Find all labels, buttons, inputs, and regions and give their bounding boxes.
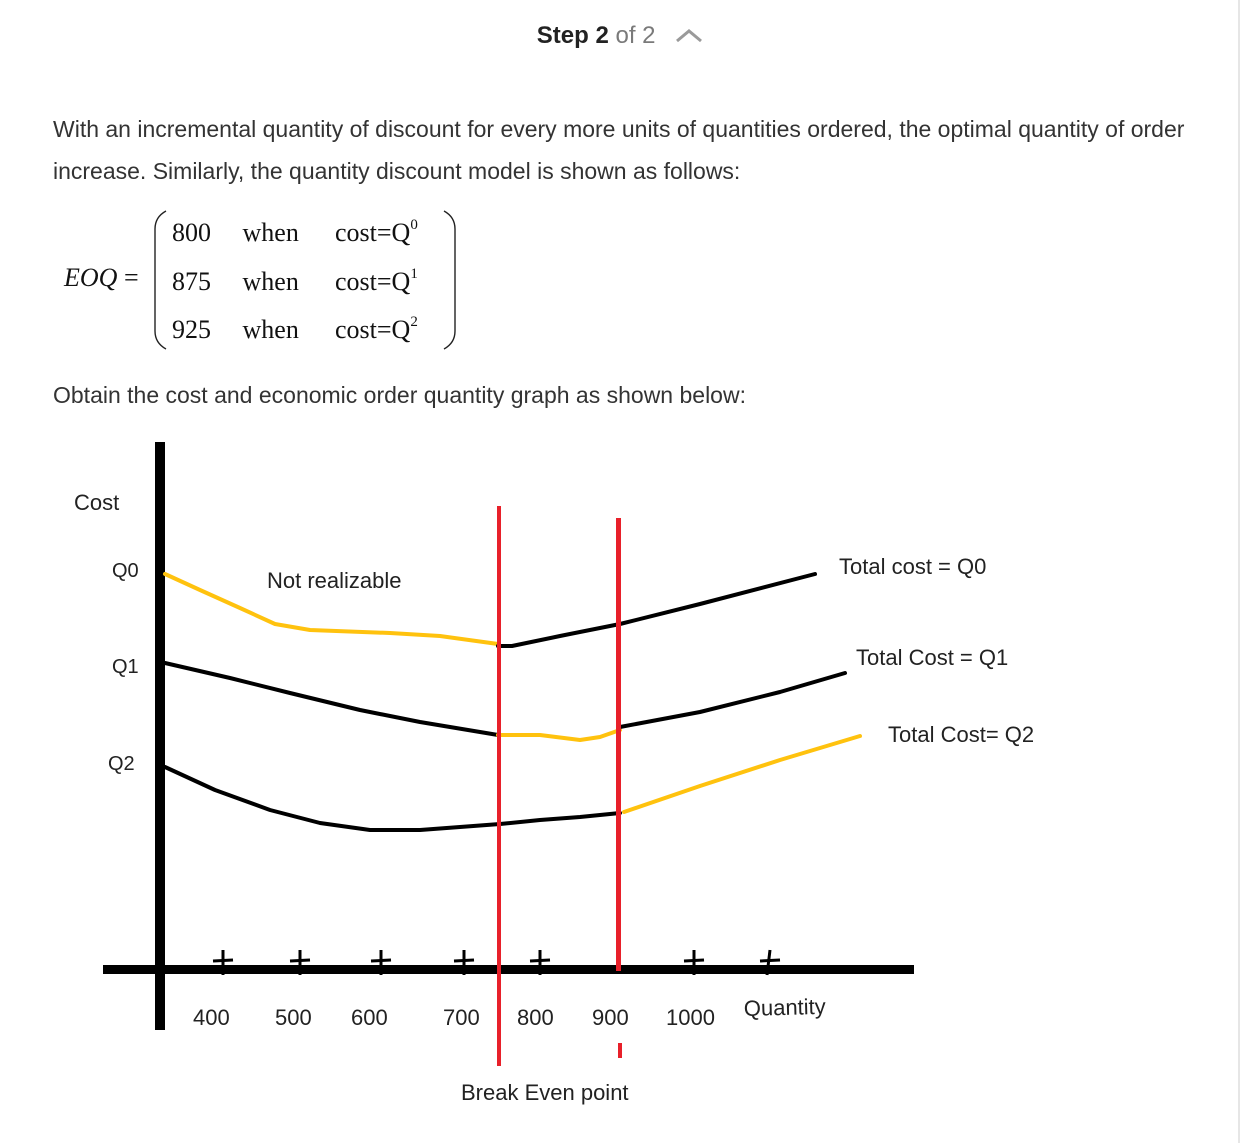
x-tick-mark-cross xyxy=(683,958,705,963)
x-tick-label-600: 600 xyxy=(351,1005,388,1030)
intro-paragraph: With an incremental quantity of discount… xyxy=(53,116,1185,184)
x-tick-label-900: 900 xyxy=(592,1005,629,1030)
step-label: Step 2 xyxy=(536,22,609,49)
row-value: 800 xyxy=(172,218,211,247)
curve-label-q2: Total Cost= Q2 xyxy=(888,722,1034,747)
equals-sign: = xyxy=(123,263,139,292)
equation-row-1: 800 when cost=Q0 xyxy=(172,217,418,248)
series-q1-realizable-segment xyxy=(496,728,622,742)
series-q1-line-left xyxy=(163,661,500,737)
y-tick-label-q0: Q0 xyxy=(112,560,139,582)
x-tick-label-1000: 1000 xyxy=(666,1005,715,1030)
curve-label-q0: Total cost = Q0 xyxy=(839,554,986,579)
y-axis xyxy=(155,442,165,1030)
break-even-line-2 xyxy=(616,518,621,971)
curve-label-q1: Total Cost = Q1 xyxy=(856,645,1008,670)
equation-lhs: EOQ = xyxy=(64,263,139,293)
break-even-line-1 xyxy=(497,506,501,1066)
x-tick-mark-cross xyxy=(289,958,311,963)
chevron-up-icon[interactable] xyxy=(674,21,704,53)
row-when: when xyxy=(242,267,299,296)
equation-brackets xyxy=(154,210,456,350)
step-header: Step 2 of 2 xyxy=(0,20,1241,53)
x-axis-label: Quantity xyxy=(743,994,826,1021)
row-value: 875 xyxy=(172,267,211,296)
x-tick-mark-cross xyxy=(529,958,551,963)
step-count: of 2 xyxy=(615,22,656,49)
y-axis-label: Cost xyxy=(74,490,119,515)
row-when: when xyxy=(242,315,299,344)
series-q2-realizable-segment xyxy=(622,734,862,814)
page-right-border xyxy=(1238,0,1240,1143)
row-cost: cost=Q0 xyxy=(335,217,418,247)
series-q0-line xyxy=(496,572,817,648)
series-q2-line xyxy=(163,765,622,832)
x-tick-label-700: 700 xyxy=(443,1005,480,1030)
series-q1-line-right xyxy=(618,671,847,729)
x-tick-mark-cross xyxy=(759,958,781,963)
x-tick-marks xyxy=(212,949,781,976)
row-value: 925 xyxy=(172,315,211,344)
x-tick-label-800: 800 xyxy=(517,1005,554,1030)
x-tick-mark-cross xyxy=(212,958,234,963)
series-q0-realizable-segment xyxy=(163,572,500,646)
x-tick-label-400: 400 xyxy=(193,1005,230,1030)
y-tick-label-q1: Q1 xyxy=(112,656,139,678)
x-axis xyxy=(103,965,914,974)
x-tick-mark xyxy=(765,949,772,976)
eoq-cost-chart: Cost Q0 Q1 Q2 400 500 600 700 800 900 10… xyxy=(74,442,1034,1105)
row-cost: cost=Q1 xyxy=(335,266,418,296)
break-even-marker xyxy=(618,1043,622,1058)
row-cost: cost=Q2 xyxy=(335,314,418,344)
equation-row-3: 925 when cost=Q2 xyxy=(172,314,418,345)
eoq-symbol: EOQ xyxy=(64,263,118,292)
x-tick-mark-cross xyxy=(453,958,475,963)
row-when: when xyxy=(242,218,299,247)
equation-row-2: 875 when cost=Q1 xyxy=(172,266,418,297)
x-tick-label-500: 500 xyxy=(275,1005,312,1030)
annotation-not-realizable: Not realizable xyxy=(267,568,402,593)
annotation-break-even-point: Break Even point xyxy=(461,1080,629,1105)
x-tick-mark-cross xyxy=(370,958,392,963)
graph-intro-paragraph: Obtain the cost and economic order quant… xyxy=(53,382,746,408)
y-tick-label-q2: Q2 xyxy=(108,753,135,775)
